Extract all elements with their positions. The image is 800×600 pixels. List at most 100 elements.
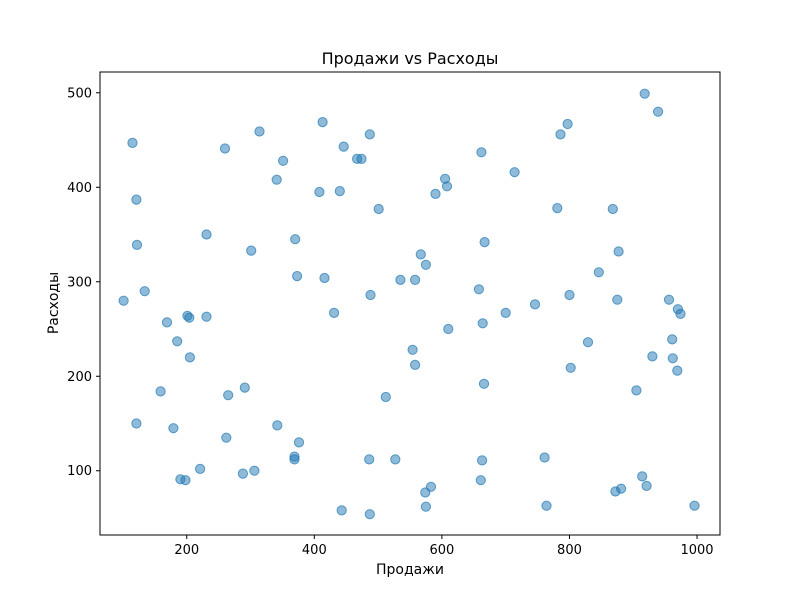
data-point xyxy=(478,378,490,389)
y-axis-label: Расходы xyxy=(46,272,62,334)
data-point xyxy=(500,307,511,318)
data-point xyxy=(155,386,166,397)
data-point xyxy=(319,272,330,284)
data-point xyxy=(443,323,454,335)
y-tick-label: 100 xyxy=(67,464,92,479)
data-point xyxy=(246,245,257,256)
data-point xyxy=(667,353,678,364)
data-point xyxy=(552,203,563,214)
data-point xyxy=(249,465,260,476)
data-point xyxy=(612,294,623,305)
y-tick-label: 400 xyxy=(67,181,92,196)
data-point xyxy=(380,391,391,403)
data-point xyxy=(441,181,453,192)
data-point xyxy=(293,437,305,448)
data-point xyxy=(317,117,328,128)
data-point xyxy=(607,203,618,215)
data-point xyxy=(390,454,401,465)
data-point xyxy=(223,390,234,401)
data-point xyxy=(127,137,138,148)
data-point xyxy=(278,155,289,166)
data-point xyxy=(410,274,421,285)
data-point xyxy=(364,129,375,140)
data-point xyxy=(663,294,675,305)
data-point xyxy=(180,475,191,486)
data-point xyxy=(562,118,573,130)
data-point xyxy=(541,500,552,511)
x-tick-label: 200 xyxy=(174,543,199,558)
data-point xyxy=(201,229,212,240)
x-axis-ticks: 200 400 600 800 1000 xyxy=(174,535,714,558)
chart-title: Продажи vs Расходы xyxy=(322,49,499,68)
data-point xyxy=(161,317,173,328)
data-point xyxy=(637,471,648,482)
y-tick-label: 500 xyxy=(67,86,92,101)
data-point xyxy=(168,423,179,434)
data-point xyxy=(329,307,340,318)
data-point xyxy=(118,295,129,306)
data-point xyxy=(334,186,345,197)
data-point xyxy=(254,126,265,137)
data-point xyxy=(675,308,686,319)
data-point xyxy=(420,259,431,270)
data-point xyxy=(336,505,347,516)
x-axis-label: Продажи xyxy=(376,562,444,578)
data-point xyxy=(477,455,488,466)
data-point xyxy=(201,311,212,322)
x-tick-label: 1000 xyxy=(680,543,713,558)
data-point xyxy=(221,432,232,443)
data-points xyxy=(118,88,700,520)
data-point xyxy=(131,239,143,250)
plot-frame xyxy=(99,71,721,536)
y-tick-label: 300 xyxy=(67,275,92,290)
data-point xyxy=(555,129,566,140)
data-point xyxy=(689,500,700,511)
data-point xyxy=(479,237,490,248)
data-point xyxy=(425,481,437,492)
data-point xyxy=(475,475,486,486)
data-point xyxy=(420,501,431,512)
data-point xyxy=(509,167,520,178)
data-point xyxy=(582,337,594,348)
data-point xyxy=(647,351,658,362)
data-point xyxy=(365,289,376,301)
data-point xyxy=(407,344,418,355)
data-point xyxy=(364,509,375,520)
data-point xyxy=(672,365,683,376)
data-point xyxy=(639,88,650,99)
data-point xyxy=(139,286,150,297)
data-point xyxy=(616,483,627,494)
x-tick-label: 400 xyxy=(302,543,327,558)
data-point xyxy=(338,141,349,152)
data-point xyxy=(395,274,406,285)
data-point xyxy=(415,249,426,260)
data-point xyxy=(539,452,550,463)
data-point xyxy=(364,454,375,465)
data-point xyxy=(271,174,282,185)
data-point xyxy=(289,454,300,465)
x-tick-label: 800 xyxy=(557,543,582,558)
data-point xyxy=(477,318,488,329)
data-point xyxy=(290,234,301,245)
data-point xyxy=(184,312,195,323)
data-point xyxy=(356,153,367,164)
data-point xyxy=(239,382,250,393)
data-point xyxy=(430,188,441,199)
data-point xyxy=(314,186,325,198)
data-point xyxy=(564,289,575,301)
data-point xyxy=(131,194,142,205)
x-tick-label: 600 xyxy=(429,543,454,558)
data-point xyxy=(373,203,384,215)
data-point xyxy=(131,418,142,429)
data-point xyxy=(473,284,484,295)
data-point xyxy=(529,299,541,310)
y-axis-ticks: 100 200 300 400 500 xyxy=(67,86,100,479)
data-point xyxy=(653,106,664,117)
data-point xyxy=(272,420,283,431)
y-tick-label: 200 xyxy=(67,370,92,385)
data-point xyxy=(667,334,678,345)
data-point xyxy=(172,336,183,347)
data-point xyxy=(593,267,604,278)
data-point xyxy=(613,246,624,257)
